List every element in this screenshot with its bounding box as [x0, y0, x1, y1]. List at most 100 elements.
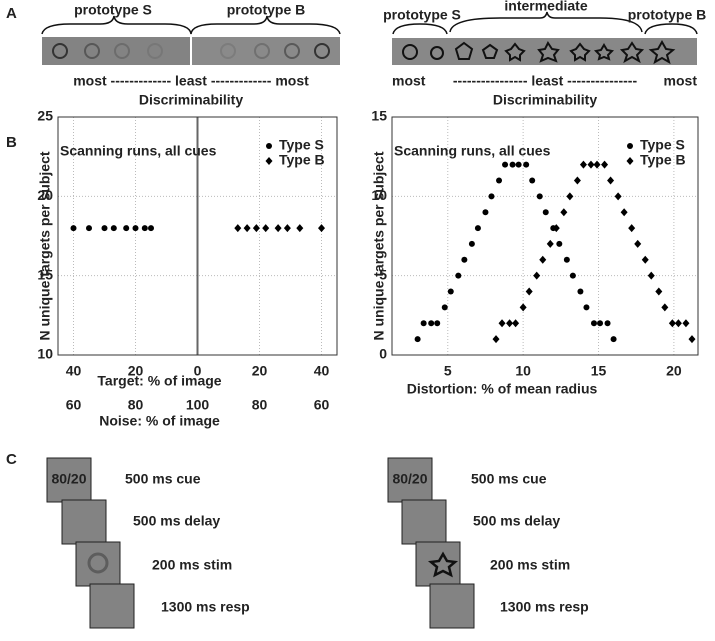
- x-tick-label: 40: [314, 363, 330, 379]
- y-axis-label: N unique targets per subject: [371, 151, 387, 340]
- bracket: [449, 11, 643, 33]
- point: [141, 225, 148, 232]
- point: [529, 177, 536, 184]
- x-tick-label: 20: [128, 363, 144, 379]
- point: [682, 319, 690, 328]
- point: [563, 256, 570, 263]
- point: [274, 224, 282, 233]
- point: [525, 287, 533, 296]
- scale-label: most: [392, 73, 426, 89]
- panel-label: B: [6, 134, 17, 151]
- point: [506, 319, 514, 328]
- point: [601, 160, 609, 169]
- point: [461, 256, 468, 263]
- x-axis-label: Distortion: % of mean radius: [407, 381, 598, 397]
- scale-label: most: [664, 73, 698, 89]
- y-tick-label: 10: [37, 346, 53, 362]
- point: [447, 288, 454, 295]
- x-tick-label: 20: [666, 363, 682, 379]
- point: [560, 208, 568, 217]
- step-label: 200 ms stim: [152, 557, 232, 573]
- point: [283, 224, 291, 233]
- stimulus-label: prototype S: [74, 2, 152, 18]
- cue-text: 80/20: [392, 471, 427, 487]
- point: [252, 224, 260, 233]
- point: [488, 193, 495, 200]
- legend-label: Type B: [279, 152, 325, 168]
- point: [234, 224, 242, 233]
- point: [628, 224, 636, 233]
- point: [674, 319, 682, 328]
- point: [604, 320, 611, 327]
- axis-label: Discriminability: [139, 92, 243, 108]
- point: [110, 225, 117, 232]
- panel-label: C: [6, 451, 17, 468]
- step-label: 500 ms cue: [125, 471, 201, 487]
- point: [428, 320, 435, 327]
- y-tick-label: 20: [37, 187, 53, 203]
- noise-stimuli: [42, 37, 340, 65]
- x2-tick-label: 80: [252, 397, 268, 413]
- chart-title: Scanning runs, all cues: [60, 143, 217, 159]
- x2-tick-label: 80: [128, 397, 144, 413]
- legend-marker: [626, 157, 634, 165]
- point: [455, 272, 462, 279]
- x2-tick-label: 60: [66, 397, 82, 413]
- point: [587, 160, 595, 169]
- point: [318, 224, 325, 233]
- point: [539, 255, 547, 264]
- point: [519, 303, 527, 312]
- legend-marker: [627, 143, 633, 149]
- legend-label: Type S: [640, 137, 685, 153]
- x2-axis-label: Noise: % of image: [99, 413, 220, 429]
- point: [512, 319, 520, 328]
- point: [468, 240, 475, 247]
- stimulus-label: intermediate: [504, 0, 587, 14]
- point: [509, 161, 516, 168]
- step-label: 1300 ms resp: [500, 599, 589, 615]
- bracket: [41, 15, 341, 35]
- point: [569, 272, 576, 279]
- x-tick-label: 15: [591, 363, 607, 379]
- plot-frame: [391, 116, 699, 356]
- cue-text: 80/20: [51, 471, 86, 487]
- point: [474, 225, 481, 232]
- scale-label: most ------------- least ------------- m…: [73, 73, 309, 89]
- scale-label: ---------------- least ---------------: [453, 73, 638, 89]
- point: [86, 225, 92, 232]
- axis-label: Discriminability: [493, 92, 597, 108]
- point: [579, 160, 587, 169]
- stimulus-label: prototype B: [227, 2, 306, 18]
- point: [552, 224, 560, 233]
- bracket: [392, 23, 448, 35]
- y-tick-label: 10: [371, 187, 387, 203]
- step-label: 500 ms cue: [471, 471, 547, 487]
- point: [641, 255, 649, 264]
- legend-marker: [265, 157, 273, 165]
- point: [148, 225, 154, 232]
- point: [523, 161, 530, 168]
- point: [620, 208, 628, 217]
- point: [123, 225, 130, 232]
- point: [597, 320, 604, 327]
- point: [441, 304, 448, 311]
- panel-label: A: [6, 5, 17, 22]
- step-label: 1300 ms resp: [161, 599, 250, 615]
- legend-marker: [266, 143, 272, 149]
- point: [583, 304, 590, 311]
- x-tick-label: 10: [515, 363, 531, 379]
- point: [533, 271, 541, 280]
- point: [502, 161, 509, 168]
- point: [243, 224, 251, 233]
- x-axis-label: Target: % of image: [97, 373, 221, 389]
- point: [566, 192, 574, 201]
- stimulus-label: prototype B: [628, 7, 707, 23]
- point: [498, 319, 506, 328]
- point: [101, 225, 108, 232]
- point: [556, 240, 563, 247]
- y-tick-label: 15: [37, 266, 53, 282]
- step-label: 200 ms stim: [490, 557, 570, 573]
- x-tick-label: 40: [66, 363, 82, 379]
- point: [536, 193, 543, 200]
- shape-stimuli: [392, 38, 697, 65]
